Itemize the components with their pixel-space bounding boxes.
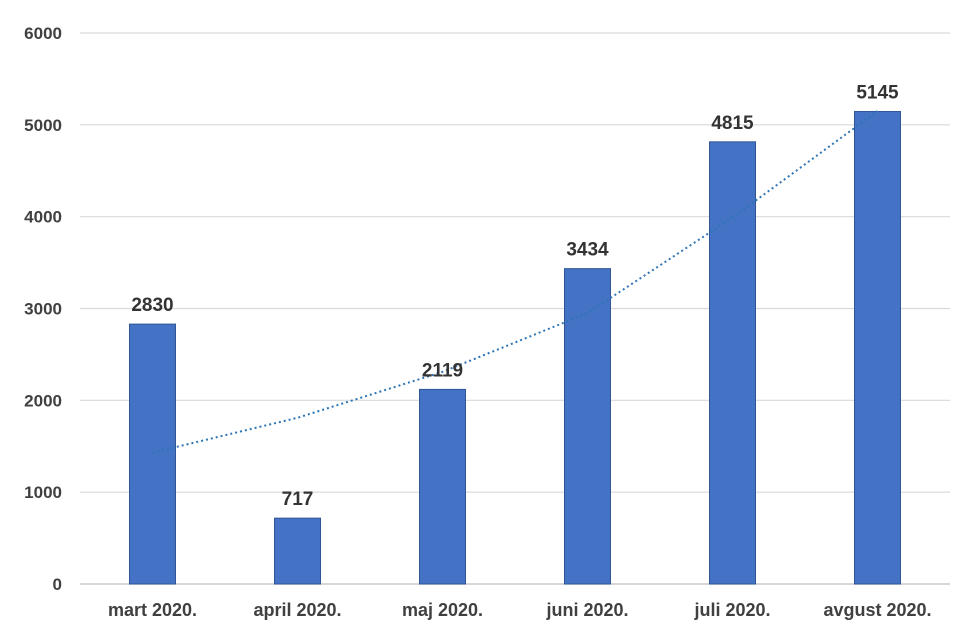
y-tick-label: 4000 — [24, 208, 62, 227]
y-tick-label: 5000 — [24, 116, 62, 135]
data-label: 4815 — [711, 113, 754, 134]
bar — [419, 388, 466, 585]
bar — [274, 517, 321, 585]
bar — [854, 111, 901, 585]
data-label: 5145 — [856, 83, 899, 104]
bar — [564, 268, 611, 585]
y-tick-label: 6000 — [24, 24, 62, 43]
y-tick-label: 1000 — [24, 483, 62, 502]
x-category-label: avgust 2020. — [823, 600, 931, 620]
gridlines — [80, 32, 950, 585]
x-axis-category-labels: mart 2020. april 2020. maj 2020. juni 2020.… — [108, 600, 932, 620]
y-axis-tick-labels: 0 1000 2000 3000 4000 5000 6000 — [24, 24, 62, 594]
bar — [129, 323, 176, 585]
x-category-label: maj 2020. — [402, 600, 483, 620]
trendline-layer — [152, 110, 879, 454]
y-tick-label: 0 — [53, 575, 62, 594]
bar — [709, 141, 756, 585]
trendline — [152, 110, 879, 454]
x-category-label: juni 2020. — [545, 600, 628, 620]
x-category-label: juli 2020. — [693, 600, 770, 620]
y-tick-label: 3000 — [24, 300, 62, 319]
bars — [129, 111, 901, 585]
data-label: 3434 — [566, 240, 609, 261]
data-label: 717 — [282, 489, 314, 510]
data-label: 2830 — [131, 295, 173, 316]
data-label: 2119 — [422, 360, 463, 381]
x-category-label: mart 2020. — [108, 600, 197, 620]
x-category-label: april 2020. — [253, 600, 341, 620]
data-labels: 2830 717 2119 3434 4815 5145 — [131, 83, 899, 511]
y-tick-label: 2000 — [24, 391, 62, 410]
